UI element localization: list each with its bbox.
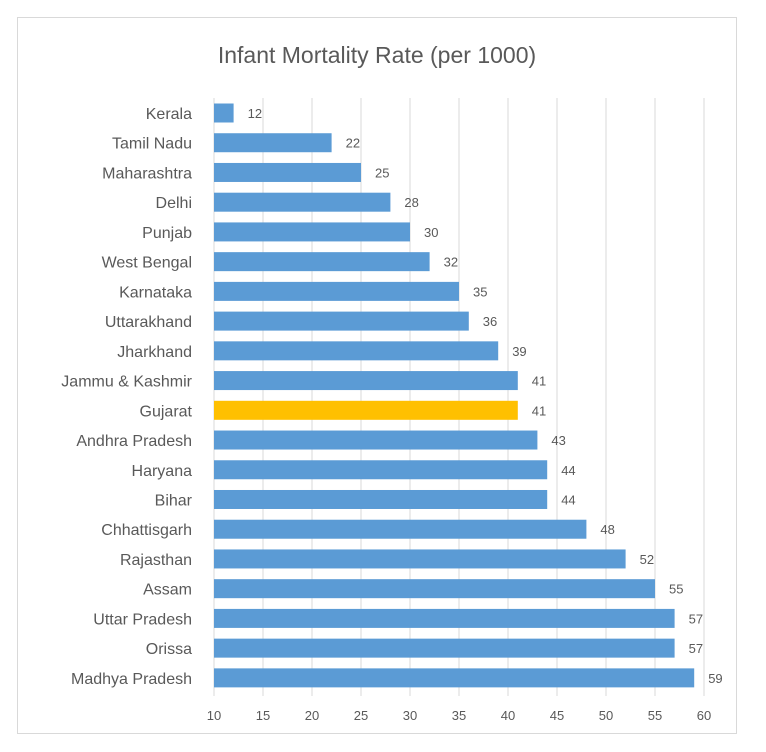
data-label-kerala: 12 [248, 106, 262, 121]
data-label-chhattisgarh: 48 [600, 522, 614, 537]
data-label-delhi: 28 [404, 195, 418, 210]
bar-jammu-and-kashmir [214, 371, 518, 391]
bar-andhra-pradesh [214, 430, 538, 450]
category-label-rajasthan: Rajasthan [120, 552, 192, 569]
tick-label-60: 60 [697, 708, 711, 723]
bar-punjab [214, 222, 410, 242]
tick-label-15: 15 [256, 708, 270, 723]
category-label-uttar-pradesh: Uttar Pradesh [93, 611, 192, 628]
data-label-jharkhand: 39 [512, 344, 526, 359]
data-label-maharashtra: 25 [375, 165, 389, 180]
bar-bihar [214, 489, 548, 509]
bar-tamil-nadu [214, 133, 332, 153]
tick-label-20: 20 [305, 708, 319, 723]
category-label-jharkhand: Jharkhand [117, 344, 192, 361]
bars [214, 103, 695, 688]
data-label-assam: 55 [669, 582, 683, 597]
tick-label-50: 50 [599, 708, 613, 723]
chart-title: Infant Mortality Rate (per 1000) [218, 42, 536, 68]
tick-label-40: 40 [501, 708, 515, 723]
category-label-delhi: Delhi [156, 195, 192, 212]
data-label-orissa: 57 [689, 641, 703, 656]
category-labels: Kerala Tamil Nadu Maharashtra Delhi Punjab We… [61, 106, 192, 688]
category-label-tamil-nadu: Tamil Nadu [112, 136, 192, 153]
bar-karnataka [214, 281, 459, 301]
category-label-karnataka: Karnataka [119, 284, 192, 301]
bar-jharkhand [214, 341, 499, 361]
category-label-andhra-pradesh: Andhra Pradesh [76, 433, 192, 450]
data-labels: 12 22 25 28 30 32 35 36 39 41 41 43 44 44 48 52 55 57 57 59 [248, 106, 723, 686]
data-label-gujarat: 41 [532, 403, 546, 418]
category-label-kerala: Kerala [146, 106, 192, 123]
data-label-madhya-pradesh: 59 [708, 671, 722, 686]
bar-madhya-pradesh [214, 668, 695, 688]
bar-maharashtra [214, 162, 361, 182]
bar-uttarakhand [214, 311, 469, 331]
bar-uttar-pradesh [214, 608, 675, 628]
data-label-punjab: 30 [424, 225, 438, 240]
category-label-bihar: Bihar [155, 492, 193, 509]
data-label-tamil-nadu: 22 [346, 136, 360, 151]
data-label-rajasthan: 52 [640, 552, 654, 567]
x-axis-tick-labels: 10 15 20 25 30 35 40 45 50 55 60 [207, 708, 711, 723]
category-label-punjab: Punjab [142, 225, 192, 242]
data-label-haryana: 44 [561, 463, 575, 478]
category-label-gujarat: Gujarat [140, 403, 193, 420]
data-label-andhra-pradesh: 43 [551, 433, 565, 448]
bar-haryana [214, 460, 548, 480]
bar-chhattisgarh [214, 519, 587, 539]
bar-kerala [214, 103, 234, 123]
data-label-karnataka: 35 [473, 284, 487, 299]
category-label-uttarakhand: Uttarakhand [105, 314, 192, 331]
tick-label-55: 55 [648, 708, 662, 723]
bar-delhi [214, 192, 391, 212]
category-label-haryana: Haryana [132, 463, 193, 480]
tick-label-25: 25 [354, 708, 368, 723]
data-label-jammu-and-kashmir: 41 [532, 374, 546, 389]
gridlines [213, 98, 705, 696]
tick-label-10: 10 [207, 708, 221, 723]
category-label-madhya-pradesh: Madhya Pradesh [71, 671, 192, 688]
category-label-west-bengal: West Bengal [102, 255, 192, 272]
data-label-uttar-pradesh: 57 [689, 611, 703, 626]
bar-rajasthan [214, 549, 626, 569]
tick-label-30: 30 [403, 708, 417, 723]
category-label-jammu-and-kashmir: Jammu & Kashmir [61, 374, 192, 391]
data-label-bihar: 44 [561, 492, 575, 507]
tick-label-45: 45 [550, 708, 564, 723]
data-label-west-bengal: 32 [444, 255, 458, 270]
tick-label-35: 35 [452, 708, 466, 723]
bar-gujarat [214, 400, 518, 420]
category-label-chhattisgarh: Chhattisgarh [101, 522, 192, 539]
category-label-maharashtra: Maharashtra [102, 165, 192, 182]
bar-assam [214, 579, 655, 599]
data-label-uttarakhand: 36 [483, 314, 497, 329]
bar-orissa [214, 638, 675, 658]
category-label-assam: Assam [143, 582, 192, 599]
bar-west-bengal [214, 252, 430, 272]
category-label-orissa: Orissa [146, 641, 192, 658]
